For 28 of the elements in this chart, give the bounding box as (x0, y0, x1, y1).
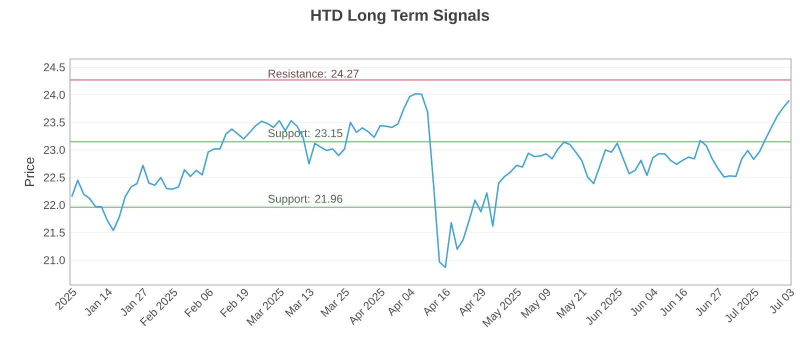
ref-line-label: Resistance: 24.27 (268, 69, 359, 78)
y-tick-label: 22.0 (44, 201, 65, 210)
x-tick-label: Jun 04 (630, 288, 658, 316)
y-tick-label: 23.5 (44, 118, 65, 126)
y-tick-label: 22.5 (44, 174, 65, 182)
y-axis-title: Price (24, 157, 34, 186)
x-tick-label: Apr 04 (388, 288, 414, 316)
x-tick-label: Jul 03 (770, 288, 794, 314)
line-series (71, 92, 790, 268)
x-tick-label: Apr 16 (424, 288, 450, 316)
x-tick-label: Jun 27 (696, 288, 722, 316)
y-tick-label: 23.0 (44, 146, 65, 154)
x-tick-label: Apr 29 (460, 288, 485, 316)
chart-title: HTD Long Term Signals (311, 9, 490, 24)
x-tick-label: May 21 (556, 289, 587, 318)
x-tick-label: Jan 27 (120, 288, 146, 316)
y-tick-label: 21.0 (44, 256, 65, 264)
x-tick-label: Mar 13 (284, 288, 314, 318)
y-tick-label: 21.5 (44, 228, 65, 237)
x-tick-label: Feb 06 (184, 288, 213, 318)
x-tick-label: Feb 19 (220, 288, 248, 318)
ref-line-label: Support: 21.96 (268, 194, 342, 206)
x-tick-label: Mar 25 (320, 288, 349, 318)
y-tick-label: 24.0 (44, 90, 65, 99)
x-tick-label: May 09 (520, 288, 550, 318)
y-tick-label: 24.5 (44, 63, 65, 72)
x-tick-label: Jan 14 (84, 288, 112, 316)
x-tick-label: Jun 16 (660, 288, 687, 316)
